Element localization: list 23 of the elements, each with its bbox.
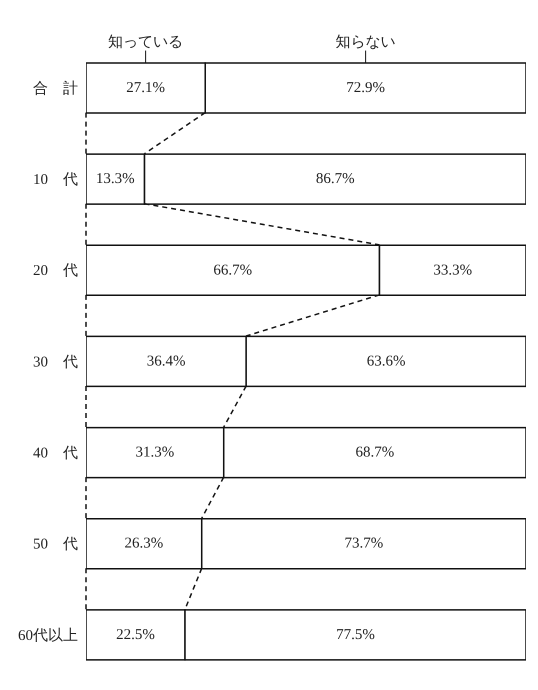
data-label: 31.3% — [135, 444, 174, 461]
data-label: 86.7% — [316, 171, 355, 188]
data-label: 36.4% — [146, 353, 186, 370]
data-label: 68.7% — [355, 444, 394, 461]
data-label: 27.1% — [126, 80, 165, 96]
y-tick-label: 40 代 — [33, 445, 78, 462]
series-label: 知っている — [108, 34, 184, 51]
data-label: 66.7% — [213, 262, 252, 278]
data-label: 77.5% — [336, 626, 375, 643]
y-tick-label: 20 代 — [33, 263, 78, 280]
y-tick-label: 合 計 — [33, 80, 78, 97]
series-label: 知らない — [336, 34, 396, 51]
data-label: 63.6% — [366, 353, 406, 370]
data-label: 72.9% — [346, 80, 385, 96]
y-tick-label: 30 代 — [33, 354, 78, 370]
data-label: 33.3% — [433, 262, 472, 278]
y-tick-label: 10 代 — [33, 172, 78, 188]
data-label: 22.5% — [116, 626, 155, 643]
y-tick-label: 50 代 — [33, 536, 78, 553]
y-tick-label: 60代以上 — [18, 626, 78, 644]
data-label: 73.7% — [344, 536, 384, 552]
data-label: 26.3% — [124, 536, 164, 552]
data-label: 13.3% — [96, 171, 135, 188]
